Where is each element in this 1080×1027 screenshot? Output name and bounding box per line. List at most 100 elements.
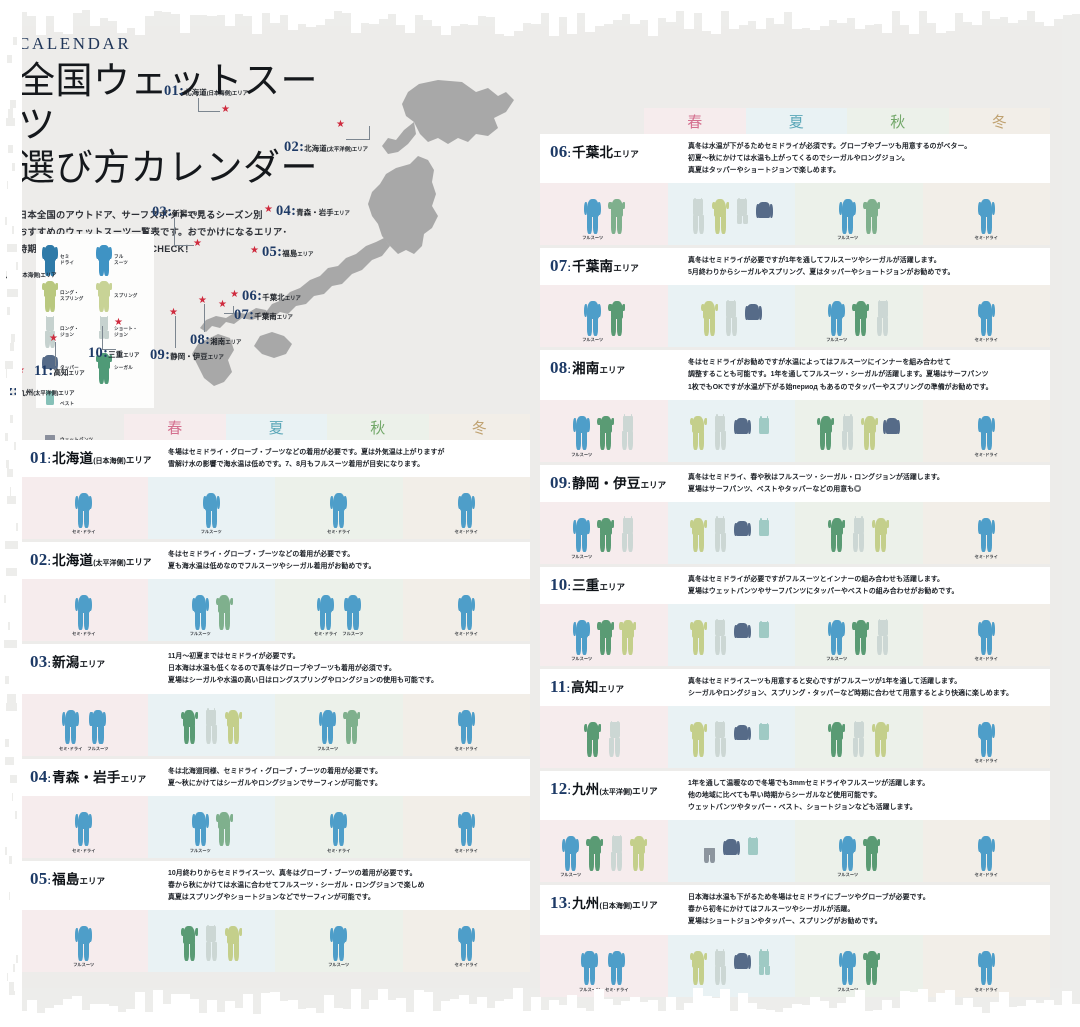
wetsuit-icon — [96, 245, 112, 276]
page-title: 全国ウェットスーツ 選び方カレンダー — [18, 61, 318, 190]
suit-label: フルスーツ — [189, 847, 211, 853]
wetsuit-icon — [712, 949, 729, 986]
season-cell — [795, 399, 923, 462]
suit-recommendation: フルスーツ — [190, 595, 211, 637]
map-star-11: ★ — [49, 333, 58, 344]
suit-recommendation: フルスーツ — [571, 415, 592, 458]
suit-recommendation: セミ･ドライ — [975, 722, 998, 764]
season-cell: セミ･ドライ — [402, 477, 530, 540]
legend-item: スプリング — [96, 278, 150, 314]
suit-recommendation — [180, 709, 198, 752]
suit-recommendation: フルスーツ — [189, 811, 211, 854]
area-colon: : — [47, 772, 52, 785]
wetsuit-icon — [839, 836, 857, 871]
suit-label: セミ･ドライ — [72, 529, 96, 535]
area-colon: : — [47, 658, 52, 671]
japan-landmass — [192, 80, 514, 386]
suit-recommendation — [712, 720, 729, 764]
suit-recommendation — [863, 836, 881, 878]
wetsuit-icon — [215, 595, 233, 630]
suit-recommendation: フルスーツ — [582, 199, 603, 241]
wetsuit-icon — [597, 415, 615, 451]
season-header-cell: 秋 — [327, 414, 429, 440]
suit-recommendation: セミ･ドライ — [59, 709, 82, 752]
season-cell — [667, 820, 795, 883]
suit-recommendation: フルスーツ — [571, 619, 592, 662]
wetsuit-icon — [191, 595, 209, 630]
area-number: 06 — [550, 142, 568, 161]
wetsuit-icon — [224, 709, 242, 745]
wetsuit-icon — [202, 493, 220, 528]
season-cell: セミ･ドライ — [20, 579, 148, 642]
suit-recommendation — [756, 949, 773, 993]
wetsuit-icon — [584, 301, 602, 337]
japan-map: 01:北海道(日本海側)エリア ★ ★ 02:北海道(太平洋側)エリア 03:新… — [0, 78, 536, 418]
suit-recommendation — [203, 708, 220, 752]
suit-recommendation — [828, 722, 846, 764]
season-cell: フルスーツ — [147, 795, 275, 858]
wetsuit-icon — [828, 619, 846, 655]
suit-recommendation: セミ･ドライ — [455, 709, 478, 752]
map-pin-label-09: 09:静岡・伊豆エリア — [150, 347, 224, 363]
wetsuit-icon — [215, 811, 233, 847]
wetsuit-icon — [977, 836, 995, 871]
wetsuit-icon — [872, 517, 890, 553]
season-cell: セミ･ドライ — [922, 820, 1050, 883]
suit-recommendation — [722, 836, 740, 878]
area-name: 新潟 — [52, 655, 80, 671]
area-row-header: 01:北海道(日本海側)エリア 冬場はセミドライ・グローブ・ブーツなどの着用が必要… — [20, 440, 530, 477]
wetsuit-icon — [977, 415, 995, 451]
suit-label: フルスーツ — [826, 337, 848, 343]
season-header-cell: 秋 — [847, 108, 949, 134]
area-row: 13:九州(日本海側)エリア 日本海は水温も下がるため冬場はセミドライにブーツやグ… — [540, 885, 1050, 997]
suit-recommendation — [733, 416, 751, 458]
season-header-row: 春夏秋冬 — [540, 108, 1050, 134]
season-cell: セミ･ドライ — [922, 183, 1050, 246]
season-header-spacer — [20, 414, 124, 440]
season-cell — [795, 706, 923, 769]
suit-label: セミ･ドライ — [454, 961, 478, 967]
season-cells: フルスーツ セミ･ドライ — [540, 501, 1050, 564]
area-row-header: 06:千葉北エリア 真冬は水温が下がるためセミドライが必須です。グローブやブーツも… — [540, 134, 1050, 183]
suit-label: フルスーツ — [73, 961, 95, 967]
wetsuit-icon — [690, 197, 707, 234]
map-leader-01 — [198, 98, 220, 112]
suit-recommendation — [883, 416, 901, 458]
map-leader-11 — [55, 342, 56, 366]
season-cells: フルスーツ フルスーツ セミ･ドライ — [20, 909, 530, 972]
area-number: 08 — [550, 358, 568, 378]
long-john-icon — [42, 315, 58, 348]
wetsuit-icon — [733, 620, 751, 654]
season-cells: フルスーツ フルスーツ セミ･ドライ — [540, 183, 1050, 246]
season-header-cell: 冬 — [428, 414, 530, 440]
suit-recommendation — [203, 924, 220, 968]
wetsuit-icon — [839, 199, 857, 234]
suit-recommendation — [700, 301, 718, 343]
suit-recommendation — [711, 199, 729, 241]
wetsuit-icon — [619, 516, 636, 553]
season-cell: フルスーツ — [795, 603, 923, 666]
area-row-header: 13:九州(日本海側)エリア 日本海は水温も下がるため冬場はセミドライにブーツやグ… — [540, 885, 1050, 934]
suit-label: セミ･ドライ — [454, 529, 478, 535]
wetsuit-icon — [733, 951, 751, 985]
suit-label: セミ･ドライ — [974, 337, 998, 343]
suit-label: セミ･ドライ — [72, 631, 96, 637]
suit-label: フルスーツ — [317, 745, 339, 751]
wetsuit-icon — [89, 709, 107, 745]
suit-label: セミ･ドライ — [974, 553, 998, 559]
area-suffix: エリア — [125, 557, 152, 568]
suit-recommendation: セミ･ドライ — [72, 595, 95, 637]
wetsuit-icon — [689, 619, 707, 655]
area-row: 01:北海道(日本海側)エリア 冬場はセミドライ・グローブ・ブーツなどの着用が必要… — [20, 440, 530, 540]
wetsuit-icon — [828, 517, 846, 553]
suit-recommendation: セミ･ドライ — [314, 595, 337, 637]
season-cell: セミ･ドライ — [20, 477, 148, 540]
season-cell: セミ･ドライ — [275, 477, 403, 540]
area-row: 03:新潟エリア 11月～初夏まではセミドライが必要です。 日本海は水温も低くなる… — [20, 644, 530, 756]
season-cell: フルスーツ — [275, 693, 403, 756]
wetsuit-icon — [203, 708, 220, 745]
wetsuit-icon — [562, 836, 580, 871]
wetsuit-icon — [581, 950, 599, 986]
suit-recommendation — [586, 836, 604, 878]
wetsuit-icon — [619, 414, 636, 451]
